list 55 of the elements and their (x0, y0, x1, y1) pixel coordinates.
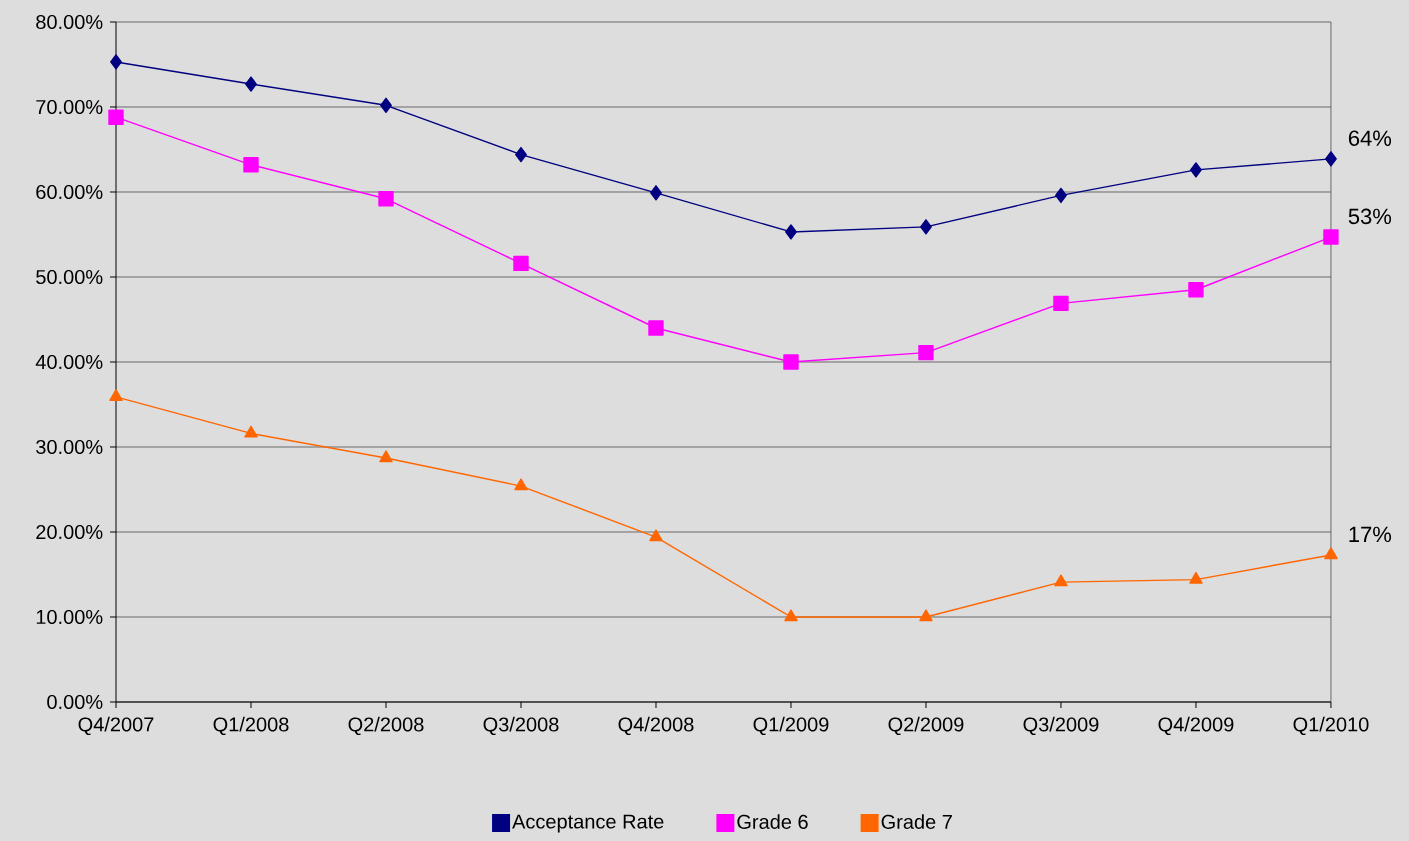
annotation: 17% (1349, 526, 1392, 543)
x-tick-label: Q2/2008 (348, 716, 424, 736)
point (1324, 547, 1338, 560)
point (243, 157, 259, 173)
annotation: 53% (1348, 208, 1392, 225)
x-tick-label: Q3/2009 (1023, 716, 1099, 736)
point (650, 185, 662, 201)
point (244, 425, 258, 438)
x-tick-label: Q3/2008 (483, 716, 559, 736)
point (1323, 229, 1339, 245)
point (648, 320, 664, 336)
point (918, 344, 934, 361)
point (649, 529, 663, 542)
y-tick-label: 30.00% (36, 439, 103, 455)
x-tick-label: Q1/2009 (753, 716, 829, 736)
point (784, 609, 798, 622)
legend-label: Grade 7 (881, 814, 952, 829)
y-tick-label: 50.00% (36, 269, 103, 285)
point (378, 191, 394, 207)
x-tick-label: Q4/2008 (618, 716, 694, 736)
y-tick-label: 0.00% (47, 694, 103, 710)
point (110, 54, 122, 70)
x-tick-label: Q2/2009 (888, 716, 964, 736)
point (514, 478, 528, 491)
x-tick-label: Q1/2010 (1293, 716, 1369, 736)
x-tick-label: Q1/2008 (213, 716, 289, 736)
point (1055, 187, 1067, 204)
y-tick-label: 60.00% (36, 184, 103, 200)
point (108, 109, 124, 125)
y-tick-label: 70.00% (36, 99, 103, 115)
point (920, 219, 932, 235)
point (515, 146, 527, 163)
point (245, 76, 257, 92)
point (1190, 162, 1202, 178)
point (785, 224, 797, 240)
point (513, 255, 529, 272)
legend-label: Acceptance Rate (512, 814, 664, 833)
y-tick-label: 40.00% (35, 354, 103, 370)
point (109, 389, 123, 402)
y-tick-label: 80.00% (36, 14, 103, 30)
legend-label: Grade 6 (737, 814, 808, 829)
point (783, 354, 799, 370)
point (380, 97, 392, 113)
point (1053, 295, 1069, 312)
point (1054, 574, 1068, 587)
point (1188, 282, 1204, 298)
point (1325, 151, 1337, 167)
point (1189, 571, 1203, 584)
point (379, 450, 393, 463)
x-tick-label: Q4/2009 (1158, 716, 1234, 736)
y-tick-label: 20.00% (36, 524, 103, 540)
y-tick-label: 10.00% (36, 609, 103, 625)
annotation: 64% (1348, 130, 1392, 146)
point (919, 609, 933, 622)
x-tick-label: Q4/2007 (78, 716, 154, 736)
